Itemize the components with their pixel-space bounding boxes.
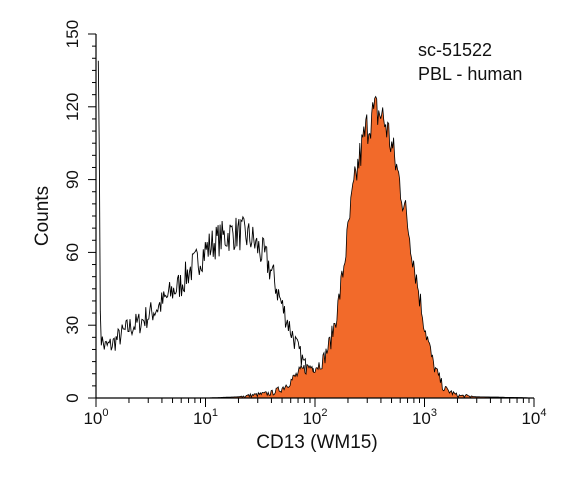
x-tick-label: 100: [83, 407, 108, 428]
x-tick-exponent: 4: [540, 407, 546, 419]
series-layer: [96, 60, 534, 400]
y-tick-label: 30: [63, 316, 82, 335]
x-tick-exponent: 1: [212, 407, 218, 419]
x-tick-label: 103: [412, 407, 437, 428]
x-tick-exponent: 3: [431, 407, 437, 419]
y-axis-label: Counts: [32, 186, 53, 246]
histogram-filled-series: [96, 95, 534, 399]
x-axis-label: CD13 (WM15): [256, 432, 377, 453]
axes-layer: [88, 33, 535, 407]
annotation-antibody: sc-51522: [418, 40, 492, 60]
x-tick-label: 101: [193, 407, 218, 428]
x-tick-exponent: 2: [321, 407, 327, 419]
histogram-outline-series: [97, 60, 534, 400]
annotation-sample: PBL - human: [418, 64, 522, 84]
y-tick-label: 90: [63, 170, 82, 189]
y-tick-label: 120: [63, 93, 82, 121]
y-tick-label: 60: [63, 243, 82, 262]
y-tick-label: 0: [63, 393, 82, 402]
y-tick-label: 150: [63, 20, 82, 48]
x-tick-label: 102: [302, 407, 327, 428]
x-tick-exponent: 0: [102, 407, 108, 419]
x-tick-label: 104: [521, 407, 546, 428]
